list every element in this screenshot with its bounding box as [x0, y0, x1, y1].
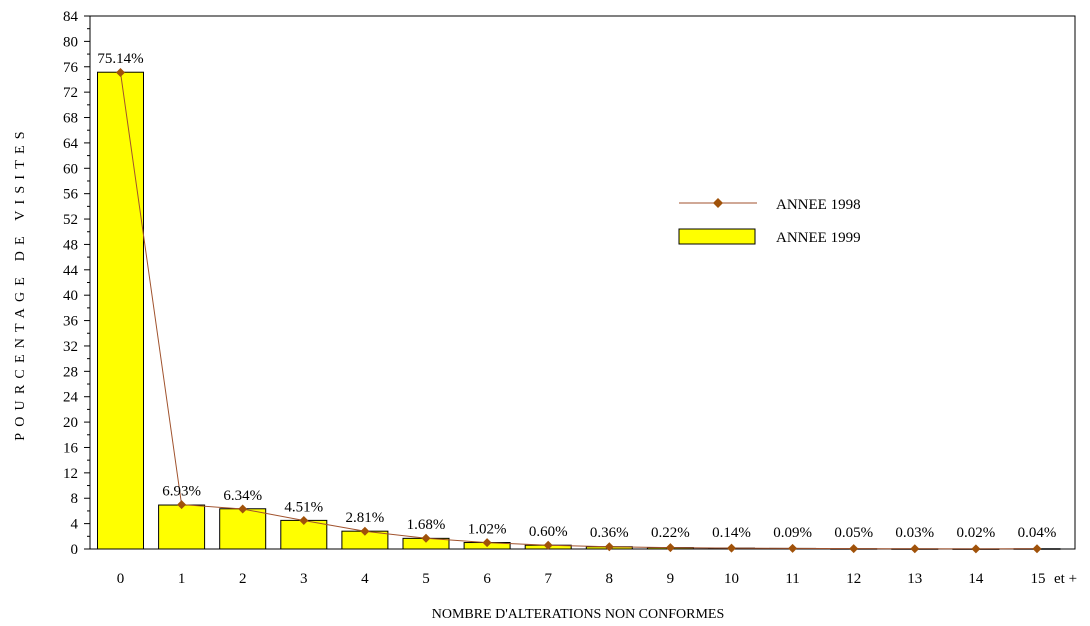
data-label: 4.51% — [284, 499, 323, 515]
x-tick-label: 13 — [907, 571, 922, 587]
y-tick-label: 84 — [63, 9, 79, 25]
y-tick-label: 8 — [71, 491, 79, 507]
legend-label-1999: ANNEE 1999 — [776, 230, 861, 246]
data-label: 6.34% — [223, 488, 262, 504]
bar-1999 — [158, 504, 206, 550]
legend-marker-1998 — [713, 198, 723, 208]
y-tick-label: 52 — [63, 212, 78, 228]
y-tick-label: 76 — [63, 60, 79, 76]
y-tick-label: 4 — [71, 517, 79, 533]
x-tick-label: 10 — [724, 571, 739, 587]
data-label: 0.09% — [773, 525, 812, 541]
y-tick-label: 40 — [63, 288, 78, 304]
data-label: 0.05% — [834, 525, 873, 541]
y-tick-label: 64 — [63, 136, 79, 152]
x-tick-label: 12 — [846, 571, 861, 587]
y-tick-label: 56 — [63, 187, 79, 203]
bars-layer — [97, 71, 1061, 550]
legend-bar-swatch-1999 — [678, 228, 756, 245]
marker-1998 — [238, 504, 248, 514]
data-label: 0.60% — [529, 524, 568, 540]
data-label: 2.81% — [346, 510, 385, 526]
x-tick-label: 2 — [239, 571, 247, 587]
x-axis-title: NOMBRE D'ALTERATIONS NON CONFORMES — [432, 607, 725, 622]
x-tick-label: 11 — [785, 571, 799, 587]
data-label: 0.36% — [590, 525, 629, 541]
axes-layer: 0481216202428323640444852566064687276808… — [63, 9, 1077, 587]
data-label: 1.68% — [407, 517, 446, 533]
x-tick-label: 7 — [544, 571, 552, 587]
x-tick-label: 4 — [361, 571, 369, 587]
marker-1998 — [421, 533, 431, 543]
plot-frame — [89, 15, 1076, 550]
x-tick-label: 0 — [117, 571, 125, 587]
y-tick-label: 20 — [63, 415, 78, 431]
y-tick-label: 12 — [63, 466, 78, 482]
y-tick-label: 44 — [63, 263, 79, 279]
y-tick-label: 72 — [63, 85, 78, 101]
marker-1998 — [665, 543, 675, 553]
bar-1999 — [280, 519, 328, 550]
y-axis-title: POURCENTAGE DE VISITES — [13, 125, 28, 440]
y-tick-label: 80 — [63, 34, 78, 50]
y-tick-label: 60 — [63, 161, 78, 177]
marker-1998 — [971, 544, 981, 554]
data-labels-layer: 75.14% 6.93% 6.34% 4.51% 2.81% 1.68% 1.02% 0.60… — [97, 51, 1056, 541]
marker-1998 — [360, 526, 370, 536]
x-tick-label: 3 — [300, 571, 308, 587]
x-tick-label: 9 — [667, 571, 675, 587]
x-tick-label: 1 — [178, 571, 186, 587]
marker-1998 — [116, 67, 125, 77]
data-label: 75.14% — [97, 51, 143, 67]
line-1998 — [120, 72, 1038, 550]
y-tick-label: 48 — [63, 237, 78, 253]
x-tick-label: 6 — [483, 571, 491, 587]
marker-1998 — [727, 543, 736, 553]
y-tick-label: 36 — [63, 314, 79, 330]
data-label: 0.22% — [651, 525, 690, 541]
marker-1998 — [299, 515, 309, 525]
line-series-1998 — [116, 67, 1042, 554]
x-tick-label: 8 — [606, 571, 614, 587]
data-label: 0.04% — [1018, 525, 1057, 541]
y-tick-label: 68 — [63, 111, 78, 127]
legend-label-1998: ANNEE 1998 — [776, 197, 861, 213]
bar-1999 — [97, 71, 144, 550]
y-tick-label: 16 — [63, 440, 79, 456]
x-tick-label: 5 — [422, 571, 430, 587]
data-label: 1.02% — [468, 522, 507, 538]
x-tick-suffix: et + — [1054, 571, 1077, 587]
marker-1998 — [788, 543, 798, 553]
x-tick-label: 14 — [968, 571, 984, 587]
bar-1999 — [219, 508, 267, 550]
y-tick-label: 28 — [63, 364, 78, 380]
marker-1998 — [910, 544, 920, 554]
data-label: 0.14% — [712, 525, 751, 541]
data-label: 0.03% — [895, 525, 934, 541]
y-tick-label: 0 — [71, 542, 79, 558]
x-tick-label: 15 — [1031, 571, 1046, 587]
y-tick-label: 32 — [63, 339, 78, 355]
marker-1998 — [604, 542, 614, 552]
data-label: 0.02% — [957, 525, 996, 541]
marker-1998 — [543, 540, 553, 550]
legend: ANNEE 1998 ANNEE 1999 — [678, 197, 861, 246]
marker-1998 — [849, 544, 859, 554]
marker-1998 — [482, 538, 492, 548]
marker-1998 — [177, 500, 187, 510]
data-label: 6.93% — [162, 484, 201, 500]
y-tick-label: 24 — [63, 390, 79, 406]
marker-1998 — [1032, 544, 1042, 554]
